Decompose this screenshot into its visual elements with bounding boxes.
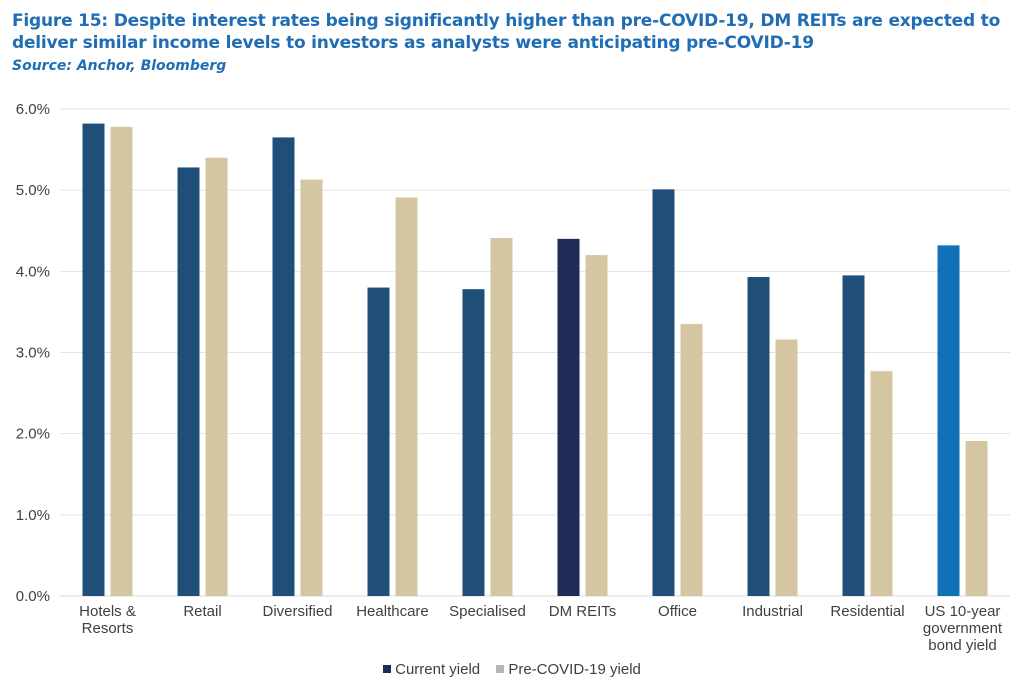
x-tick-label: government xyxy=(923,620,1003,637)
bar-current-yield xyxy=(937,245,960,597)
x-tick-label: Specialised xyxy=(449,603,526,620)
y-tick-label: 1.0% xyxy=(16,507,50,524)
bar-precovid-yield xyxy=(110,126,133,597)
bar-current-yield xyxy=(842,275,865,596)
legend: Current yield Pre-COVID-19 yield xyxy=(0,660,1024,678)
bar-current-yield xyxy=(462,289,485,596)
bar-precovid-yield xyxy=(300,179,323,597)
bar-current-yield xyxy=(652,189,675,597)
y-tick-label: 0.0% xyxy=(16,588,50,605)
x-tick-label: bond yield xyxy=(928,637,996,654)
bar-precovid-yield xyxy=(585,255,608,596)
bar-precovid-yield xyxy=(870,371,893,596)
bar-current-yield xyxy=(557,238,580,596)
x-tick-label: US 10-year xyxy=(925,603,1001,620)
legend-swatch-current xyxy=(383,665,392,673)
x-tick-label: Office xyxy=(658,603,697,620)
bar-precovid-yield xyxy=(490,238,513,596)
x-tick-label: Resorts xyxy=(82,620,134,637)
bar-precovid-yield xyxy=(680,324,703,596)
y-tick-label: 6.0% xyxy=(16,101,50,118)
bar-precovid-yield xyxy=(775,339,798,596)
y-tick-label: 2.0% xyxy=(16,426,50,443)
bar-current-yield xyxy=(272,137,295,597)
x-tick-label: Residential xyxy=(830,603,904,620)
legend-label-precovid: Pre-COVID-19 yield xyxy=(508,660,641,678)
legend-swatch-precovid xyxy=(496,665,505,673)
x-tick-label: DM REITs xyxy=(549,603,617,620)
bar-current-yield xyxy=(177,167,200,596)
y-tick-label: 5.0% xyxy=(16,182,50,199)
x-tick-label: Hotels & xyxy=(79,603,136,620)
legend-item-current: Current yield xyxy=(383,661,480,678)
legend-item-precovid: Pre-COVID-19 yield xyxy=(496,661,641,678)
legend-label-current: Current yield xyxy=(395,660,481,678)
x-tick-label: Industrial xyxy=(742,603,803,620)
bar-current-yield xyxy=(82,123,105,597)
chart-source: Source: Anchor, Bloomberg xyxy=(12,58,227,74)
bar-current-yield xyxy=(747,277,770,596)
y-tick-label: 4.0% xyxy=(16,263,50,280)
bar-precovid-yield xyxy=(395,197,418,596)
bar-current-yield xyxy=(367,287,390,596)
bar-precovid-yield xyxy=(205,157,228,596)
bar-precovid-yield xyxy=(965,440,988,596)
x-tick-label: Healthcare xyxy=(356,603,429,620)
chart-title: Figure 15: Despite interest rates being … xyxy=(12,11,1001,53)
x-tick-label: Retail xyxy=(183,603,221,620)
x-tick-label: Diversified xyxy=(262,603,332,620)
y-tick-label: 3.0% xyxy=(16,345,50,362)
